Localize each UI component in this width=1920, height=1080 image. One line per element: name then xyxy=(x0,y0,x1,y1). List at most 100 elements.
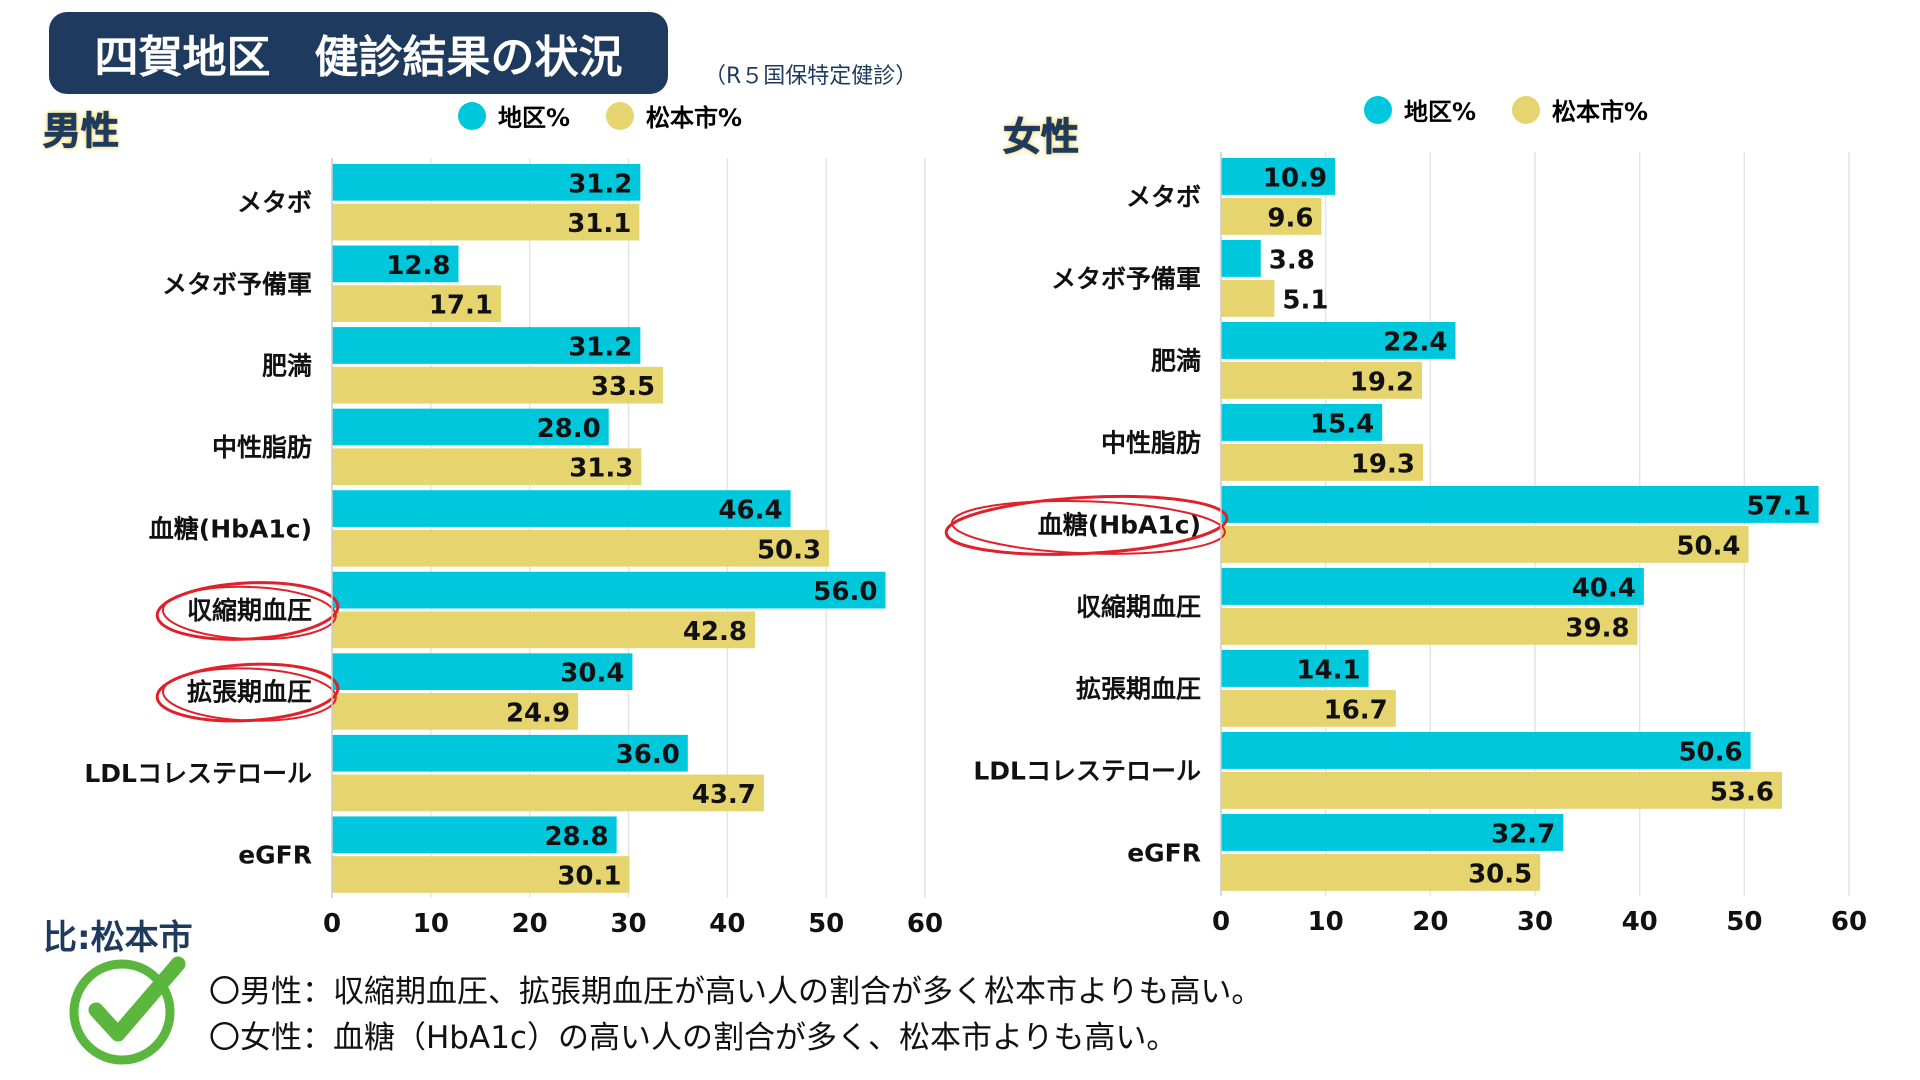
legend-district: 地区% xyxy=(1404,98,1477,126)
data-label: 39.8 xyxy=(1565,613,1629,643)
category-label: 中性脂肪 xyxy=(212,433,312,462)
data-label: 32.7 xyxy=(1491,819,1555,849)
bar-district xyxy=(1221,568,1644,605)
bar-district xyxy=(1221,732,1751,769)
bar-city xyxy=(332,693,579,730)
data-label: 31.3 xyxy=(569,454,633,484)
category-label: 血糖(HbA1c) xyxy=(149,514,312,543)
district-dot-icon xyxy=(458,101,486,130)
page-title: 四賀地区 健診結果の状況 xyxy=(49,12,668,94)
data-label: 5.1 xyxy=(1282,285,1328,315)
bar-district xyxy=(332,327,641,364)
bar-city xyxy=(332,448,642,486)
data-label: 31.2 xyxy=(568,169,632,199)
city-dot-icon xyxy=(606,101,635,130)
bar-district xyxy=(332,734,688,772)
data-label: 50.4 xyxy=(1676,531,1740,561)
bar-district xyxy=(1221,650,1369,687)
data-label: 22.4 xyxy=(1383,327,1447,357)
bar-district xyxy=(332,816,617,854)
legend-city: 松本市% xyxy=(646,104,743,132)
data-label: 24.9 xyxy=(506,698,570,728)
city-dot-icon xyxy=(1512,95,1541,124)
bar-district xyxy=(1221,814,1564,851)
data-label: 50.3 xyxy=(757,535,821,565)
x-tick-label: 60 xyxy=(907,909,943,939)
data-label: 9.6 xyxy=(1267,203,1313,233)
bar-district xyxy=(332,653,633,691)
bar-district xyxy=(1221,404,1383,441)
category-label: eGFR xyxy=(238,841,312,870)
category-label: 収縮期血圧 xyxy=(187,596,312,625)
data-label: 31.2 xyxy=(568,332,632,362)
data-label: 46.4 xyxy=(718,496,782,526)
note-male: 〇男性：収縮期血圧、拡張期血圧が高い人の割合が多く松本市よりも高い。 xyxy=(209,974,1263,1010)
bar-district xyxy=(332,164,641,201)
data-label: 36.0 xyxy=(616,740,680,770)
highlight-circle xyxy=(161,585,337,641)
x-tick-label: 30 xyxy=(610,909,646,939)
x-tick-label: 10 xyxy=(1308,907,1344,937)
category-label: LDLコレステロール xyxy=(973,756,1201,785)
bar-city xyxy=(1221,361,1422,399)
data-label: 12.8 xyxy=(386,251,450,281)
legend-district: 地区% xyxy=(498,104,571,132)
bar-city xyxy=(332,529,830,567)
category-label: 肥満 xyxy=(262,351,312,380)
data-label: 31.1 xyxy=(567,209,631,239)
bar-district xyxy=(1221,158,1336,195)
bar-city xyxy=(1221,525,1749,563)
category-label: 中性脂肪 xyxy=(1101,428,1201,457)
x-tick-label: 40 xyxy=(1622,907,1658,937)
x-tick-label: 40 xyxy=(709,909,745,939)
category-label: メタボ xyxy=(1126,182,1201,211)
category-label: 拡張期血圧 xyxy=(1076,674,1201,703)
data-label: 16.7 xyxy=(1324,695,1388,725)
note-female: 〇女性：血糖（HbA1c）の高い人の割合が多く、松本市よりも高い。 xyxy=(209,1020,1178,1056)
x-tick-label: 0 xyxy=(323,909,341,939)
bar-city xyxy=(1221,771,1783,809)
bar-district xyxy=(332,408,609,446)
bar-city xyxy=(332,774,764,812)
data-label: 33.5 xyxy=(591,372,655,402)
bar-city xyxy=(332,285,502,322)
x-tick-label: 20 xyxy=(1412,907,1448,937)
district-dot-icon xyxy=(1364,95,1392,124)
data-label: 19.2 xyxy=(1350,367,1414,397)
x-tick-label: 50 xyxy=(1726,907,1762,937)
category-label: 拡張期血圧 xyxy=(187,678,312,707)
data-label: 28.8 xyxy=(544,822,608,852)
data-label: 57.1 xyxy=(1746,491,1810,521)
bar-city xyxy=(1221,689,1396,727)
bar-district xyxy=(332,571,886,609)
data-label: 30.4 xyxy=(560,659,624,689)
category-label: 収縮期血圧 xyxy=(1076,592,1201,621)
category-label: メタボ予備軍 xyxy=(1051,264,1201,293)
data-label: 43.7 xyxy=(692,780,756,810)
data-label: 42.8 xyxy=(683,617,747,647)
bar-city xyxy=(332,366,664,404)
bar-district xyxy=(332,490,791,527)
x-tick-label: 50 xyxy=(808,909,844,939)
data-label: 30.5 xyxy=(1468,859,1532,889)
male-legend: 地区% 松本市% xyxy=(458,98,742,133)
data-label: 53.6 xyxy=(1710,777,1774,807)
bar-district xyxy=(1221,486,1819,523)
subtitle: （R５国保特定健診） xyxy=(704,64,918,89)
bar-city xyxy=(1221,607,1638,645)
female-label: 女性 xyxy=(1002,115,1080,160)
x-tick-label: 30 xyxy=(1517,907,1553,937)
data-label: 28.0 xyxy=(537,414,601,444)
bar-city xyxy=(332,611,756,649)
bar-district xyxy=(332,245,459,283)
category-label: メタボ xyxy=(237,188,312,217)
x-tick-label: 20 xyxy=(512,909,548,939)
bar-city xyxy=(1221,197,1322,235)
data-label: 40.4 xyxy=(1572,573,1636,603)
category-label: 肥満 xyxy=(1151,346,1201,375)
legend-city: 松本市% xyxy=(1552,98,1649,126)
bar-district xyxy=(1221,322,1456,359)
bar-city xyxy=(1221,853,1541,891)
notes-heading: 比:松本市 xyxy=(43,918,193,958)
category-label: メタボ予備軍 xyxy=(162,270,312,299)
